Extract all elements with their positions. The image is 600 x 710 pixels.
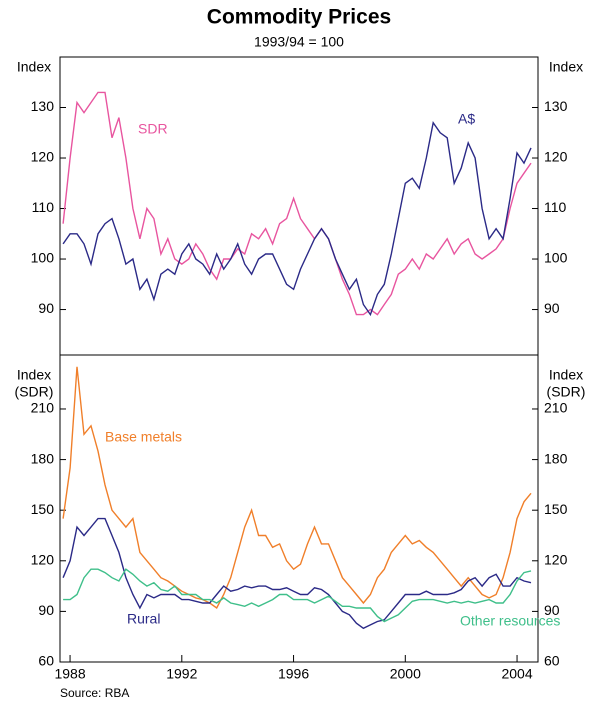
- chart-subtitle: 1993/94 = 100: [254, 34, 344, 50]
- y-axis-label-right: Index: [549, 367, 583, 383]
- y-tick-label: 120: [31, 551, 55, 567]
- series-line: [63, 568, 532, 623]
- y-axis-label-right: Index: [549, 59, 583, 75]
- y-axis-label: Index: [17, 367, 51, 383]
- y-tick-label-right: 90: [544, 602, 560, 618]
- y-tick-label: 60: [38, 653, 54, 669]
- y-tick-label-right: 120: [544, 551, 568, 567]
- y-tick-label-right: 90: [544, 300, 560, 316]
- y-tick-label: 130: [31, 98, 55, 114]
- series-label: A$: [458, 111, 475, 127]
- series-line: [62, 91, 532, 316]
- y-tick-label: 210: [31, 400, 55, 416]
- series-line: [62, 366, 532, 610]
- y-axis-label: (SDR): [15, 384, 54, 400]
- y-tick-label: 100: [31, 250, 55, 266]
- chart-title: Commodity Prices: [207, 6, 391, 29]
- x-tick-label: 2004: [501, 666, 532, 682]
- series-label: Base metals: [105, 429, 182, 445]
- series-label: SDR: [138, 121, 168, 137]
- y-tick-label-right: 150: [544, 501, 568, 517]
- y-tick-label-right: 130: [544, 98, 568, 114]
- y-tick-label-right: 100: [544, 250, 568, 266]
- series-label: Rural: [127, 611, 160, 627]
- x-tick-label: 1996: [278, 666, 309, 682]
- x-tick-label: 2000: [390, 666, 421, 682]
- y-tick-label-right: 120: [544, 149, 568, 165]
- series-line: [62, 517, 532, 630]
- y-tick-label: 120: [31, 149, 55, 165]
- series-label: Other resources: [460, 613, 560, 629]
- y-tick-label: 90: [38, 602, 54, 618]
- series-line: [62, 120, 532, 317]
- y-tick-label: 90: [38, 300, 54, 316]
- y-tick-label-right: 210: [544, 400, 568, 416]
- x-tick-label: 1988: [54, 666, 85, 682]
- x-tick-label: 1992: [166, 666, 197, 682]
- y-tick-label-right: 110: [544, 199, 567, 215]
- y-axis-label: Index: [17, 59, 51, 75]
- y-tick-label-right: 180: [544, 450, 568, 466]
- y-tick-label-right: 60: [544, 653, 560, 669]
- frame: [59, 56, 539, 663]
- source: Source: RBA: [60, 686, 129, 700]
- y-tick-label: 150: [31, 501, 55, 517]
- y-tick-label: 180: [31, 450, 55, 466]
- y-axis-label-right: (SDR): [547, 384, 586, 400]
- y-tick-label: 110: [32, 199, 55, 215]
